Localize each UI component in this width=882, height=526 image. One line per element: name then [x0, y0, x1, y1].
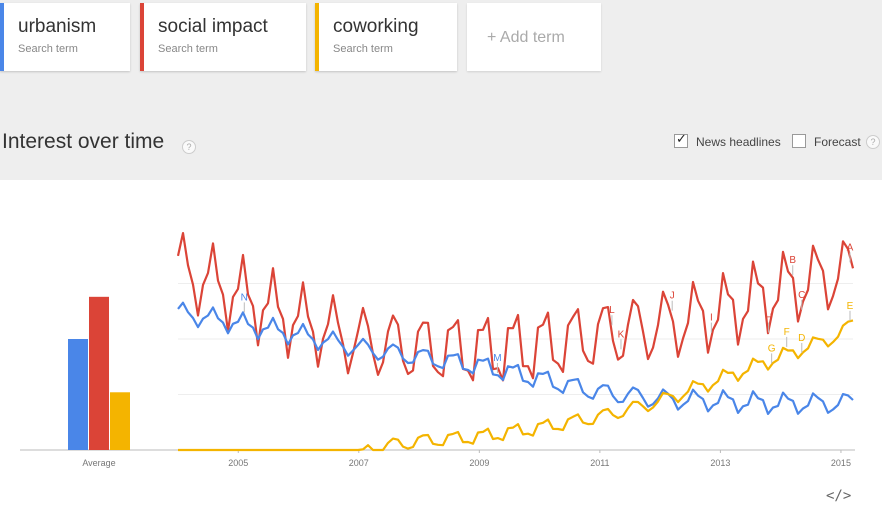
check-icon: ✓ — [676, 131, 687, 146]
x-tick-label: 2007 — [349, 458, 369, 468]
term-subtitle: Search term — [158, 43, 218, 55]
x-tick-label: 2009 — [469, 458, 489, 468]
x-tick-label: 2011 — [590, 458, 609, 468]
annotation-marker-H: H — [765, 313, 772, 324]
annotation-marker-A: A — [847, 242, 854, 253]
annotation-marker-G: G — [768, 343, 776, 354]
term-subtitle: Search term — [18, 43, 78, 55]
term-card-urbanism[interactable]: urbanism Search term — [0, 3, 130, 71]
term-card-coworking[interactable]: coworking Search term — [315, 3, 457, 71]
average-bar-social-impact — [89, 296, 109, 450]
average-label: Average — [82, 458, 115, 468]
term-card-social-impact[interactable]: social impact Search term — [140, 3, 306, 71]
term-subtitle: Search term — [333, 43, 393, 55]
term-name: urbanism — [18, 16, 97, 37]
annotation-marker-F: F — [784, 327, 790, 338]
x-tick-label: 2015 — [831, 458, 851, 468]
add-term-button[interactable]: + Add term — [467, 3, 601, 71]
term-name: coworking — [333, 16, 419, 37]
annotation-marker-M: M — [493, 353, 501, 364]
term-color-bar — [140, 3, 144, 71]
annotation-marker-K: K — [618, 329, 625, 340]
annotation-marker-J: J — [670, 291, 675, 302]
series-line-coworking — [178, 319, 854, 452]
term-color-bar — [315, 3, 319, 71]
forecast-option[interactable]: Forecast — [792, 134, 861, 149]
x-tick-label: 2005 — [228, 458, 248, 468]
news-headlines-label: News headlines — [696, 135, 781, 149]
news-headlines-checkbox[interactable]: ✓ — [674, 131, 688, 148]
average-bar-urbanism — [68, 339, 88, 450]
annotation-marker-I: I — [710, 313, 713, 324]
annotation-marker-L: L — [609, 305, 615, 316]
term-color-bar — [0, 3, 4, 71]
annotation-marker-B: B — [789, 255, 796, 266]
annotation-marker-E: E — [847, 301, 854, 312]
help-icon[interactable]: ? — [182, 140, 196, 154]
term-name: social impact — [158, 16, 268, 37]
forecast-label: Forecast — [814, 135, 861, 149]
forecast-checkbox[interactable] — [792, 134, 806, 148]
annotation-marker-D: D — [798, 333, 805, 344]
interest-over-time-chart: Average 2005 2007 2009 2011 2013 2015 N M L K J I H B C… — [20, 232, 855, 468]
section-title: Interest over time — [2, 130, 165, 153]
add-term-label: + Add term — [487, 29, 565, 46]
annotation-marker-C: C — [798, 290, 805, 301]
average-bar-coworking — [110, 392, 130, 450]
series-line-social-impact — [176, 232, 855, 382]
help-icon[interactable]: ? — [866, 135, 880, 149]
embed-code-icon[interactable]: </> — [826, 488, 852, 504]
annotation-marker-N: N — [241, 292, 248, 303]
news-headlines-option[interactable]: ✓ News headlines — [674, 131, 781, 149]
x-tick-label: 2013 — [710, 458, 730, 468]
series-line-urbanism — [177, 301, 854, 415]
